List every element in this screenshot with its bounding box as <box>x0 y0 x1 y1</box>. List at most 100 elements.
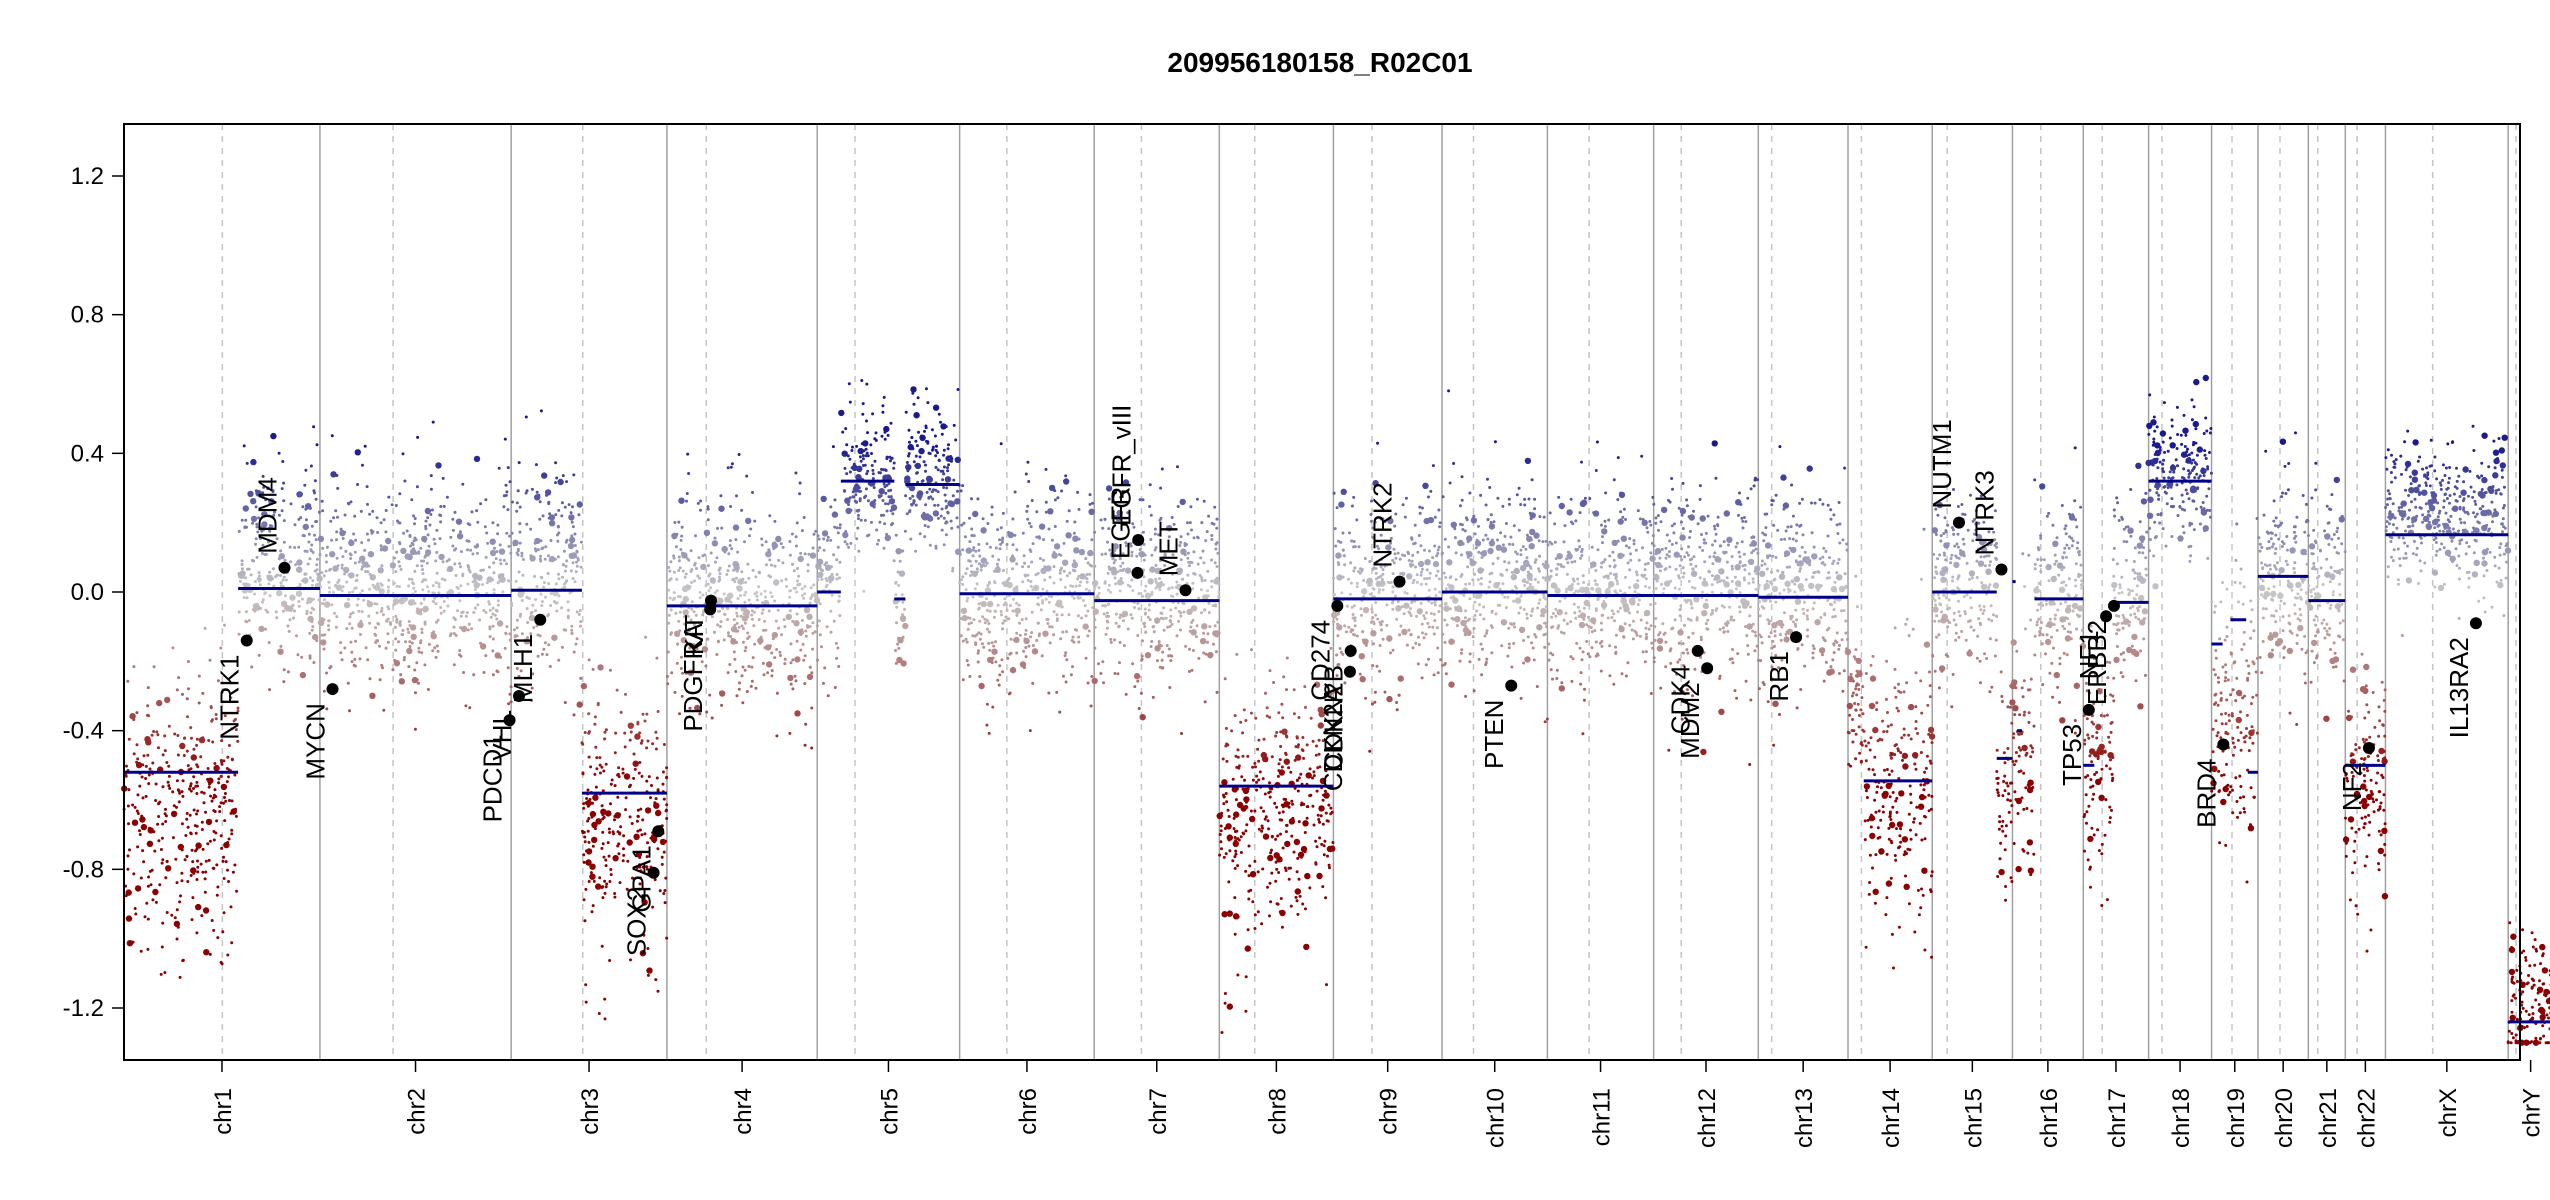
probe-point <box>848 470 852 474</box>
probe-point <box>968 574 972 577</box>
probe-point <box>397 560 401 564</box>
probe-point <box>1362 606 1370 614</box>
probe-point <box>836 531 840 535</box>
probe-point <box>1383 564 1387 568</box>
probe-point <box>1387 517 1394 525</box>
probe-point <box>286 670 290 674</box>
probe-point <box>1446 559 1453 566</box>
probe-point <box>600 846 604 850</box>
probe-point <box>348 591 351 594</box>
probe-point <box>591 821 598 829</box>
probe-point <box>261 512 265 516</box>
probe-point <box>825 564 832 571</box>
probe-point <box>1101 526 1105 530</box>
probe-point <box>1376 441 1380 445</box>
probe-point <box>849 508 853 512</box>
probe-point <box>1303 685 1307 689</box>
probe-point <box>1024 472 1028 476</box>
probe-point <box>1349 561 1353 565</box>
probe-point <box>1336 634 1340 638</box>
probe-point <box>1233 836 1237 839</box>
probe-point <box>1190 668 1194 672</box>
probe-point <box>1415 580 1419 584</box>
probe-point <box>936 516 940 520</box>
probe-point <box>1185 521 1189 525</box>
probe-point <box>809 586 813 590</box>
probe-point <box>1202 631 1205 635</box>
probe-point <box>1056 496 1060 500</box>
probe-point <box>1226 808 1230 812</box>
probe-point <box>752 610 756 614</box>
probe-point <box>417 646 421 650</box>
probe-point <box>210 718 214 722</box>
probe-point <box>850 449 854 452</box>
probe-point <box>425 561 429 565</box>
probe-point <box>585 797 589 800</box>
probe-point <box>669 608 673 612</box>
probe-point <box>195 780 199 784</box>
probe-point <box>757 570 761 574</box>
probe-point <box>838 523 842 527</box>
probe-point <box>959 489 963 493</box>
probe-point <box>258 578 262 581</box>
probe-point <box>1383 539 1387 543</box>
probe-point <box>1513 625 1517 629</box>
probe-point <box>1649 692 1653 695</box>
probe-point <box>680 655 683 659</box>
probe-point <box>1011 567 1015 571</box>
probe-point <box>723 612 726 616</box>
probe-point <box>563 505 567 509</box>
probe-point <box>1590 646 1594 650</box>
probe-point <box>583 919 587 923</box>
probe-point <box>1011 517 1015 521</box>
probe-point <box>884 502 887 506</box>
probe-point <box>1287 877 1291 881</box>
probe-point <box>236 706 240 710</box>
probe-point <box>1232 840 1240 847</box>
probe-point <box>479 641 482 645</box>
probe-point <box>736 585 740 589</box>
probe-point <box>1438 590 1441 594</box>
probe-point <box>1563 524 1567 528</box>
probe-point <box>865 534 869 538</box>
probe-point <box>1555 573 1559 577</box>
probe-point <box>784 577 788 581</box>
probe-point <box>978 554 982 558</box>
probe-point <box>685 492 689 495</box>
probe-point <box>787 674 794 682</box>
probe-point <box>408 640 412 644</box>
probe-point <box>1316 813 1320 817</box>
probe-point <box>629 730 633 734</box>
probe-point <box>769 591 773 595</box>
probe-point <box>521 558 525 561</box>
probe-point <box>772 547 776 551</box>
probe-point <box>873 499 877 502</box>
probe-point <box>910 436 914 439</box>
probe-point <box>1253 859 1257 863</box>
probe-point <box>866 431 869 435</box>
probe-point <box>730 462 734 466</box>
probe-point <box>1180 732 1183 735</box>
probe-point <box>1368 749 1372 753</box>
probe-point <box>1485 631 1489 635</box>
probe-point <box>1352 569 1356 573</box>
probe-point <box>761 608 765 612</box>
probe-point <box>496 603 500 607</box>
probe-point <box>1427 625 1431 629</box>
probe-point <box>424 527 428 531</box>
probe-point <box>399 568 403 571</box>
probe-point <box>1363 557 1367 560</box>
probe-point <box>173 916 177 920</box>
probe-point <box>408 624 412 627</box>
probe-point <box>678 610 682 614</box>
probe-point <box>1294 895 1298 899</box>
probe-point <box>770 595 774 599</box>
probe-point <box>970 527 974 531</box>
probe-point <box>525 607 529 610</box>
probe-point <box>1428 571 1432 575</box>
probe-point <box>1489 521 1493 524</box>
probe-point <box>459 614 463 618</box>
probe-point <box>1085 573 1089 576</box>
probe-point <box>1357 545 1361 549</box>
probe-point <box>1103 580 1107 584</box>
